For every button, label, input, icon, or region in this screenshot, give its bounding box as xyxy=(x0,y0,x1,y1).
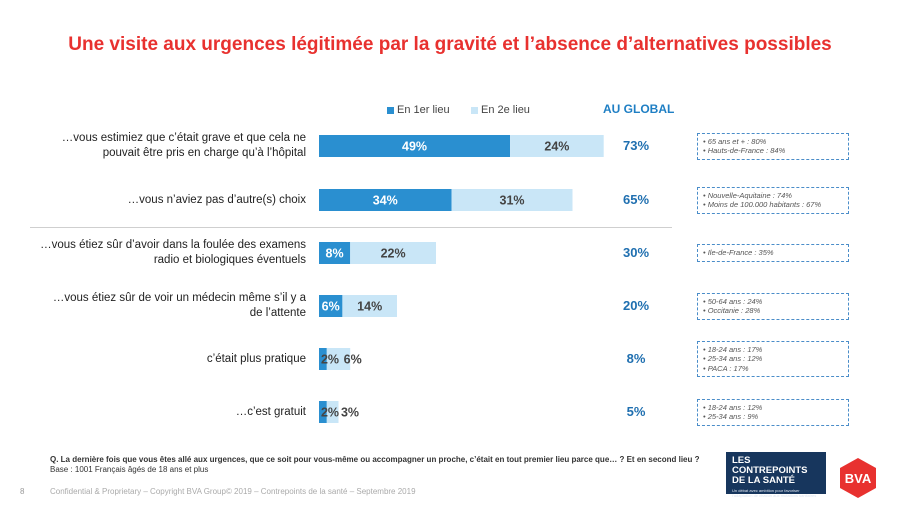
bar-label-second-2: 22% xyxy=(381,247,406,261)
note-line-5-0: • 18-24 ans : 12% xyxy=(703,402,763,412)
note-box-3: • 50-64 ans : 24% • Occitanie : 28% xyxy=(697,292,849,320)
bar-label-first-1: 34% xyxy=(373,194,398,208)
confidential-notice: Confidential & Proprietary – Copyright B… xyxy=(50,487,416,496)
bar-second-0 xyxy=(510,135,604,157)
category-label-1: …vous n’aviez pas d’autre(s) choix xyxy=(127,193,306,206)
category-label-0: …vous estimiez que c’était grave et que … xyxy=(61,132,306,159)
note-line-3-1: • Occitanie : 28% xyxy=(703,306,761,315)
note-box-1: • Nouvelle-Aquitaine : 74% • Moins de 100… xyxy=(697,186,849,214)
legend-swatch-first xyxy=(387,106,394,114)
global-value-0: 73% xyxy=(622,138,650,153)
footnote-question: Q. La dernière fois que vous êtes allé a… xyxy=(50,455,700,464)
legend-label-second: En 2e lieu xyxy=(481,104,530,116)
bar-label-first-0: 49% xyxy=(402,140,427,154)
note-line-1-1: • Moins de 100.000 habitants : 67% xyxy=(703,200,822,209)
global-value-1: 65% xyxy=(622,192,650,207)
bar-label-first-3: 6% xyxy=(322,300,340,314)
note-line-3-0: • 50-64 ans : 24% xyxy=(703,296,763,306)
global-header: AU GLOBAL xyxy=(603,102,675,116)
category-label-2: …vous étiez sûr d’avoir dans la foulée d… xyxy=(40,239,306,266)
bar-first-1 xyxy=(319,189,452,211)
bar-label-second-3: 14% xyxy=(357,300,382,314)
bar-second-4 xyxy=(326,348,351,370)
bar-first-2 xyxy=(319,242,351,264)
note-box-4: • 18-24 ans : 17% • 25-34 ans : 12% • PACA… xyxy=(697,340,849,378)
bar-first-3 xyxy=(319,295,343,317)
bar-label-first-5: 2% xyxy=(321,406,339,420)
category-label-5: …c’est gratuit xyxy=(235,405,306,418)
legend-item-second: En 2e lieu xyxy=(471,104,530,116)
bar-label-second-4: 6% xyxy=(344,353,362,367)
note-box-2: • Ile-de-France : 35% xyxy=(697,244,849,262)
category-label-3: …vous étiez sûr de voir un médecin même … xyxy=(52,292,306,319)
note-box-0: • 65 ans et + : 80% • Hauts-de-France : 8… xyxy=(697,132,849,160)
bar-label-second-5: 3% xyxy=(341,406,359,420)
note-line-4-2: • PACA : 17% xyxy=(703,363,749,373)
bar-second-1 xyxy=(451,189,573,211)
svg-text:BVA: BVA xyxy=(845,471,872,486)
note-line-4-1: • 25-34 ans : 12% xyxy=(703,354,763,364)
bar-label-second-1: 31% xyxy=(500,194,525,208)
note-line-2-0: • Ile-de-France : 35% xyxy=(703,248,774,258)
bar-second-5 xyxy=(326,401,339,423)
legend-swatch-second xyxy=(471,106,478,114)
note-line-1-0: • Nouvelle-Aquitaine : 74% xyxy=(703,190,792,200)
bar-first-4 xyxy=(319,348,327,370)
note-line-0-0: • 65 ans et + : 80% xyxy=(703,136,767,146)
bar-first-0 xyxy=(319,135,511,157)
page-number: 8 xyxy=(20,487,25,496)
global-value-3: 20% xyxy=(622,298,650,313)
bar-second-2 xyxy=(350,242,436,264)
legend-label-first: En 1er lieu xyxy=(397,104,450,116)
note-line-5-1: • 25-34 ans : 9% xyxy=(703,412,759,421)
note-line-0-1: • Hauts-de-France : 84% xyxy=(703,146,786,155)
footnote: Q. La dernière fois que vous êtes allé a… xyxy=(50,455,710,475)
bar-first-5 xyxy=(319,401,327,423)
note-box-5: • 18-24 ans : 12% • 25-34 ans : 9% xyxy=(697,398,849,426)
bar-label-second-0: 24% xyxy=(544,140,569,154)
global-value-2: 30% xyxy=(622,245,650,260)
category-label-4: c’était plus pratique xyxy=(206,352,306,365)
bva-logo: BVA xyxy=(840,458,876,498)
bar-second-3 xyxy=(342,295,397,317)
contrepoints-logo: LES CONTREPOINTS DE LA SANTÉ Un débat av… xyxy=(726,452,826,498)
section-separator xyxy=(30,227,672,228)
global-value-4: 8% xyxy=(626,351,646,366)
contrepoints-subtitle: Un débat avec ambition pour favoriser l’… xyxy=(732,488,817,498)
bar-label-first-2: 8% xyxy=(326,247,344,261)
contrepoints-title: LES CONTREPOINTS DE LA SANTÉ xyxy=(732,455,808,486)
legend-item-first: En 1er lieu xyxy=(387,104,450,116)
global-value-5: 5% xyxy=(626,404,646,419)
bar-label-first-4: 2% xyxy=(321,353,339,367)
note-line-4-0: • 18-24 ans : 17% xyxy=(703,344,763,354)
chart-title: Une visite aux urgences légitimée par la… xyxy=(68,34,832,55)
footnote-base: Base : 1001 Français âgés de 18 ans et p… xyxy=(50,465,209,474)
